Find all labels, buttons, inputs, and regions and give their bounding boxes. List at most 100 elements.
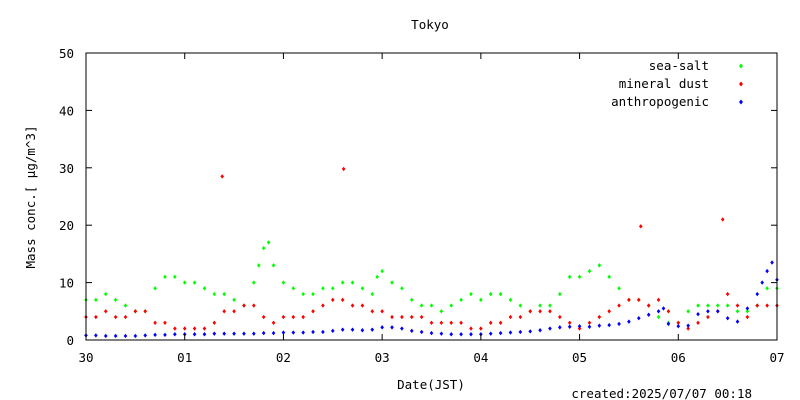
data-point <box>577 274 582 280</box>
data-point <box>202 286 207 291</box>
data-point <box>488 291 493 297</box>
data-point <box>271 330 276 336</box>
data-point <box>686 323 690 328</box>
data-point <box>220 174 225 179</box>
data-point <box>706 314 710 320</box>
data-point <box>439 309 444 314</box>
x-tick-label: 03 <box>375 350 390 365</box>
data-point <box>301 291 305 297</box>
series-anthropogenic <box>84 260 779 339</box>
data-point <box>419 303 424 308</box>
data-point <box>390 325 394 330</box>
data-point <box>617 286 621 291</box>
data-point <box>666 309 671 314</box>
data-point <box>638 224 643 229</box>
data-point <box>760 280 764 285</box>
data-point <box>153 320 157 325</box>
data-point <box>271 263 276 268</box>
data-point <box>479 297 483 303</box>
data-point <box>498 320 503 325</box>
plot-frame <box>85 52 778 341</box>
data-point <box>765 286 769 291</box>
data-point <box>330 328 335 334</box>
data-point <box>587 320 592 325</box>
data-point <box>173 326 177 331</box>
data-point <box>558 291 562 297</box>
data-point <box>252 303 256 308</box>
data-point <box>528 329 533 334</box>
data-point <box>459 297 463 303</box>
legend-marker <box>739 63 743 69</box>
data-point <box>637 315 641 321</box>
data-point <box>449 303 454 308</box>
data-point <box>755 291 760 297</box>
data-point <box>153 286 157 291</box>
data-point <box>419 329 424 335</box>
data-point <box>222 291 226 297</box>
data-point <box>113 297 118 303</box>
data-point <box>607 309 611 314</box>
data-point <box>627 297 631 303</box>
series-mineral-dust <box>84 166 779 331</box>
data-point <box>192 280 197 285</box>
data-point <box>597 323 602 328</box>
data-point <box>607 322 611 328</box>
legend-marker <box>739 81 743 87</box>
data-point <box>340 297 345 303</box>
data-point <box>281 314 286 320</box>
data-point <box>330 286 335 291</box>
data-point <box>380 325 384 330</box>
data-point <box>469 332 473 337</box>
data-point <box>123 303 128 308</box>
data-point <box>558 325 562 330</box>
data-point <box>479 326 483 331</box>
data-point <box>538 303 542 308</box>
data-point <box>182 326 187 331</box>
data-point <box>360 303 365 308</box>
data-point <box>202 326 207 331</box>
data-point <box>449 320 454 325</box>
data-point <box>192 332 197 337</box>
data-point <box>686 309 690 314</box>
data-point <box>94 297 98 303</box>
data-point <box>676 324 681 329</box>
data-point <box>123 333 128 339</box>
data-point <box>597 263 602 268</box>
data-point <box>646 303 651 308</box>
data-point <box>291 330 296 335</box>
data-point <box>735 309 740 314</box>
x-tick-label: 07 <box>769 350 784 365</box>
data-point <box>212 291 217 297</box>
data-point <box>508 297 513 303</box>
data-point <box>281 280 286 285</box>
data-point <box>676 320 681 325</box>
data-point <box>765 303 769 308</box>
data-point <box>340 327 345 332</box>
data-point <box>123 314 128 320</box>
data-point <box>261 330 266 336</box>
data-point <box>409 297 414 303</box>
x-axis-label: Date(JST) <box>397 377 465 392</box>
data-point <box>459 320 463 325</box>
x-tick-label: 04 <box>473 350 488 365</box>
data-point <box>330 297 335 303</box>
data-point <box>627 319 631 324</box>
data-point <box>508 330 513 335</box>
data-point <box>587 324 592 329</box>
data-point <box>488 331 493 336</box>
data-point <box>133 309 138 314</box>
data-point <box>143 333 148 338</box>
data-point <box>725 291 730 297</box>
data-point <box>212 320 217 325</box>
data-point <box>637 297 641 303</box>
data-point <box>113 314 118 320</box>
data-point <box>696 303 700 308</box>
x-tick-label: 02 <box>276 350 291 365</box>
data-point <box>370 327 375 332</box>
data-point <box>439 331 444 336</box>
data-point <box>311 309 315 314</box>
data-point <box>661 306 666 311</box>
data-point <box>409 314 414 320</box>
data-points <box>84 166 779 339</box>
